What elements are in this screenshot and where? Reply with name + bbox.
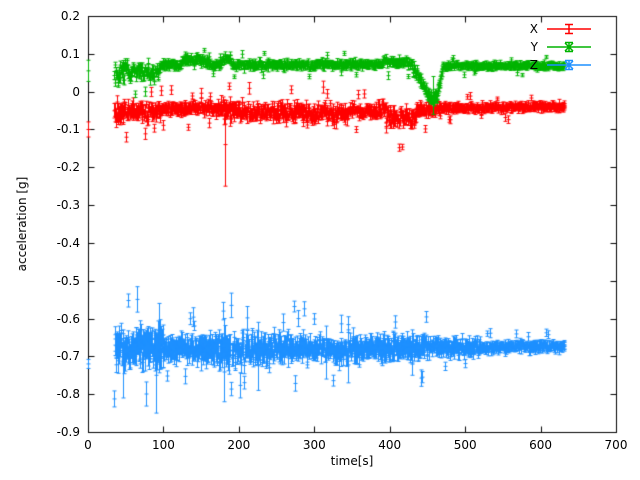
errorbar-sample-icon	[547, 23, 591, 35]
y-tick-label: -0.6	[56, 311, 80, 326]
y-tick-label: -0.3	[56, 198, 80, 213]
y-tick-label: -0.9	[56, 425, 80, 439]
x-tick-label: 600	[529, 438, 553, 452]
x-tick-label: 0	[84, 438, 92, 452]
x-tick-label: 100	[151, 438, 175, 452]
x-tick-label: 300	[302, 438, 326, 452]
legend-entry-z: Z	[530, 56, 592, 74]
y-tick-label: -0.1	[56, 122, 80, 137]
x-tick-label: 400	[378, 438, 402, 452]
legend-label-x: X	[529, 22, 538, 36]
y-tick-label: 0.2	[60, 9, 80, 23]
x-tick-label: 700	[604, 438, 628, 452]
x-tick-label: 200	[227, 438, 251, 452]
legend-label-z: Z	[529, 58, 538, 72]
errorbar-sample-icon	[547, 41, 591, 53]
y-tick-label: -0.2	[56, 160, 80, 175]
y-tick-label: -0.5	[56, 273, 80, 288]
errorbar-sample-icon	[547, 59, 591, 71]
y-tick-label: -0.8	[56, 387, 80, 402]
y-tick-label: 0	[72, 84, 80, 99]
y-tick-label: -0.4	[56, 235, 80, 250]
legend-entry-x: X	[530, 20, 592, 38]
x-tick-label: 500	[453, 438, 477, 452]
y-axis-title: acceleration [g]	[15, 176, 29, 272]
y-tick-label: -0.7	[56, 349, 80, 364]
y-tick-label: 0.1	[60, 46, 80, 61]
legend-entry-y: Y	[530, 38, 592, 56]
legend: X Y Z	[530, 20, 592, 74]
legend-label-y: Y	[530, 40, 538, 54]
x-axis-title: time[s]	[330, 454, 374, 468]
